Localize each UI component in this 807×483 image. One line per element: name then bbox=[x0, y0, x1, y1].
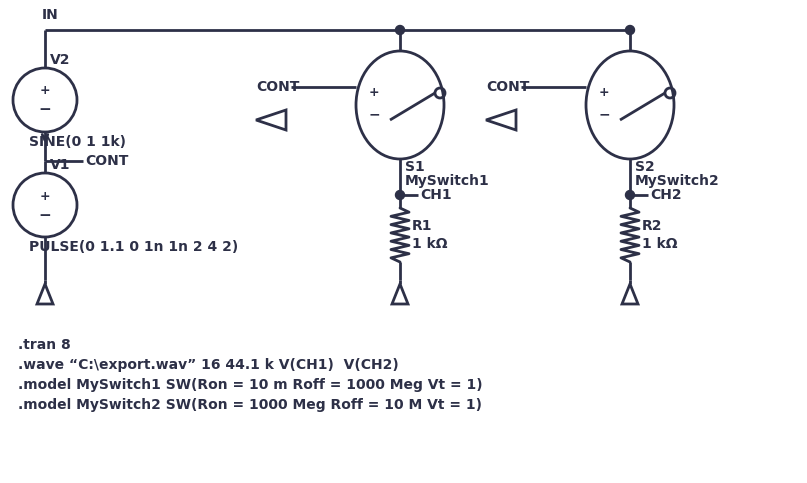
Text: −: − bbox=[598, 107, 610, 121]
Text: PULSE(0 1.1 0 1n 1n 2 4 2): PULSE(0 1.1 0 1n 1n 2 4 2) bbox=[29, 240, 238, 254]
Circle shape bbox=[395, 26, 404, 34]
Text: R1: R1 bbox=[412, 219, 433, 233]
Text: +: + bbox=[369, 85, 379, 99]
Text: .model MySwitch2 SW(Ron = 1000 Meg Roff = 10 M Vt = 1): .model MySwitch2 SW(Ron = 1000 Meg Roff … bbox=[18, 398, 482, 412]
Text: .tran 8: .tran 8 bbox=[18, 338, 71, 352]
Text: SINE(0 1 1k): SINE(0 1 1k) bbox=[29, 135, 126, 149]
Text: S2: S2 bbox=[635, 160, 654, 174]
Text: CONT: CONT bbox=[85, 154, 128, 168]
Text: −: − bbox=[368, 107, 380, 121]
Text: R2: R2 bbox=[642, 219, 663, 233]
Text: −: − bbox=[39, 208, 52, 223]
Text: V2: V2 bbox=[50, 53, 70, 67]
Text: 1 kΩ: 1 kΩ bbox=[642, 237, 678, 251]
Text: IN: IN bbox=[42, 8, 59, 22]
Text: +: + bbox=[599, 85, 609, 99]
Text: S1: S1 bbox=[405, 160, 424, 174]
Text: V1: V1 bbox=[50, 158, 70, 172]
Text: CONT: CONT bbox=[256, 80, 299, 94]
Text: .wave “C:\export.wav” 16 44.1 k V(CH1)  V(CH2): .wave “C:\export.wav” 16 44.1 k V(CH1) V… bbox=[18, 358, 399, 372]
Circle shape bbox=[625, 190, 634, 199]
Text: CONT: CONT bbox=[486, 80, 529, 94]
Text: MySwitch1: MySwitch1 bbox=[405, 174, 490, 188]
Text: .model MySwitch1 SW(Ron = 10 m Roff = 1000 Meg Vt = 1): .model MySwitch1 SW(Ron = 10 m Roff = 10… bbox=[18, 378, 483, 392]
Circle shape bbox=[625, 26, 634, 34]
Text: CH2: CH2 bbox=[650, 188, 682, 202]
Text: −: − bbox=[39, 102, 52, 117]
Text: +: + bbox=[40, 85, 50, 98]
Text: 1 kΩ: 1 kΩ bbox=[412, 237, 448, 251]
Text: +: + bbox=[40, 189, 50, 202]
Text: MySwitch2: MySwitch2 bbox=[635, 174, 720, 188]
Circle shape bbox=[395, 190, 404, 199]
Text: CH1: CH1 bbox=[420, 188, 452, 202]
